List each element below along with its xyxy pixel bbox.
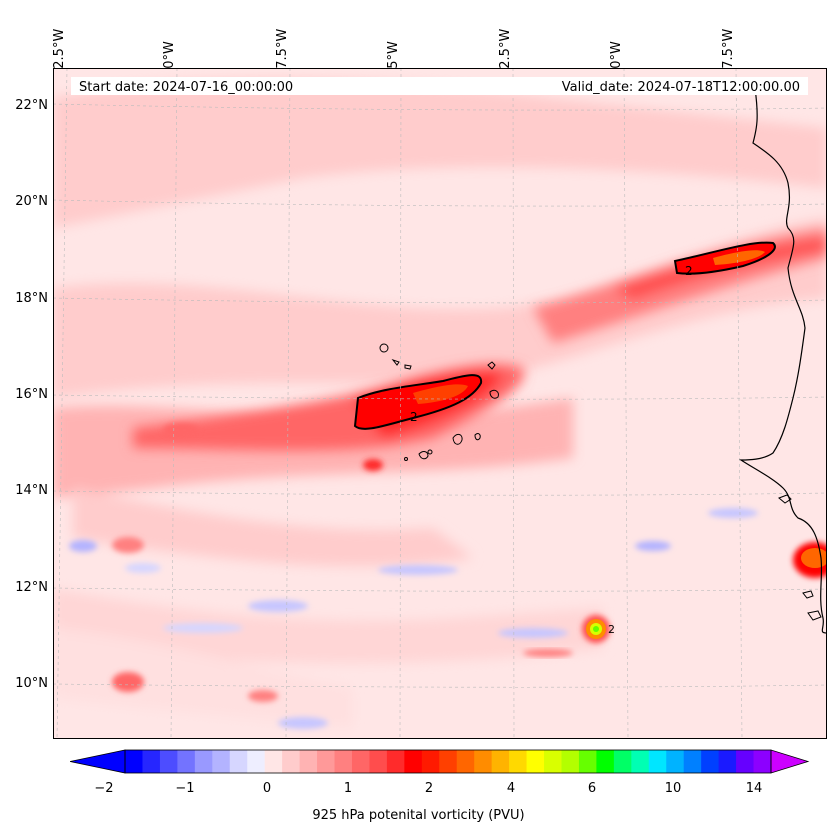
- lat-label-16n: 16°N: [15, 387, 48, 402]
- colorbar-cell: [578, 750, 597, 773]
- colorbar-cell: [282, 750, 301, 773]
- colorbar-frame: [124, 749, 772, 774]
- colorbar-cell: [299, 750, 318, 773]
- colorbar-cell: [666, 750, 685, 773]
- colorbar-cell: [317, 750, 336, 773]
- pv-map: 2 2 2 Start date: 2024-07-16_00:00:00 Va…: [53, 68, 827, 739]
- cb-tick-neg2: −2: [94, 781, 114, 796]
- colorbar-cell: [404, 750, 423, 773]
- colorbar-cell: [264, 750, 283, 773]
- island-outlines: [379, 343, 499, 461]
- colorbar-cell: [753, 750, 772, 773]
- colorbar-cell: [544, 750, 562, 773]
- colorbar-cell: [125, 750, 143, 773]
- cb-tick-0: 0: [262, 781, 272, 796]
- lat-label-10n: 10°N: [15, 676, 48, 691]
- colorbar-cell: [683, 750, 702, 773]
- start-date: Start date: 2024-07-16_00:00:00: [79, 80, 293, 95]
- colorbar-cell: [334, 750, 353, 773]
- colorbar-cell: [561, 750, 580, 773]
- colorbar-cell: [631, 750, 650, 773]
- lat-label-14n: 14°N: [15, 483, 48, 498]
- cb-tick-14: 14: [745, 781, 763, 796]
- colorbar-cell: [474, 750, 493, 773]
- colorbar-cell: [509, 750, 528, 773]
- small-vortex: [523, 615, 610, 657]
- colorbar-under-arrow: [70, 749, 126, 774]
- colorbar-cell: [439, 750, 458, 773]
- cb-tick-4: 4: [506, 781, 516, 796]
- colorbar-cell: [613, 750, 632, 773]
- colorbar-cell: [596, 750, 615, 773]
- contour-label-center: 2: [410, 410, 418, 424]
- contour-label-vortex: 2: [608, 623, 615, 636]
- sw-spots: [112, 423, 383, 702]
- colorbar-cell: [369, 750, 388, 773]
- african-coastline: [739, 87, 827, 634]
- lat-label-22n: 22°N: [15, 98, 48, 113]
- colorbar-cell: [648, 750, 667, 773]
- colorbar-cell: [229, 750, 248, 773]
- colorbar-cell: [177, 750, 196, 773]
- coast-details: [778, 494, 822, 621]
- cb-tick-1: 1: [343, 781, 353, 796]
- northeast-pv-core: [673, 241, 776, 275]
- lat-label-12n: 12°N: [15, 580, 48, 595]
- header-box: [71, 77, 808, 95]
- cb-tick-neg1: −1: [175, 781, 195, 796]
- colorbar-cell: [194, 750, 213, 773]
- colorbar-cell: [212, 750, 231, 773]
- colorbar-cell: [701, 750, 720, 773]
- map-frame: [53, 68, 827, 739]
- graticule: [53, 68, 827, 739]
- cb-tick-2: 2: [424, 781, 434, 796]
- colorbar-cells: [125, 750, 772, 773]
- cb-tick-10: 10: [664, 781, 682, 796]
- colorbar-cell: [247, 750, 266, 773]
- colorbar-cell: [142, 750, 161, 773]
- lat-label-18n: 18°N: [15, 291, 48, 306]
- cb-tick-6: 6: [587, 781, 597, 796]
- valid-date: Valid_date: 2024-07-18T12:00:00.00: [562, 80, 800, 95]
- contour-label-ne: 2: [685, 264, 693, 278]
- lat-label-20n: 20°N: [15, 194, 48, 209]
- colorbar-cell: [351, 750, 370, 773]
- colorbar-cell: [421, 750, 440, 773]
- negative-pv-patches: [69, 508, 758, 729]
- colorbar-title: 925 hPa potenital vorticity (PVU): [312, 808, 525, 823]
- colorbar-cell: [491, 750, 510, 773]
- colorbar-cell: [526, 750, 545, 773]
- colorbar-cell: [718, 750, 737, 773]
- colorbar-cell: [386, 750, 405, 773]
- colorbar-over-arrow: [770, 749, 810, 774]
- colorbar-cell: [736, 750, 755, 773]
- colorbar-cell: [456, 750, 475, 773]
- colorbar-cell: [159, 750, 178, 773]
- colorbar: [70, 749, 810, 774]
